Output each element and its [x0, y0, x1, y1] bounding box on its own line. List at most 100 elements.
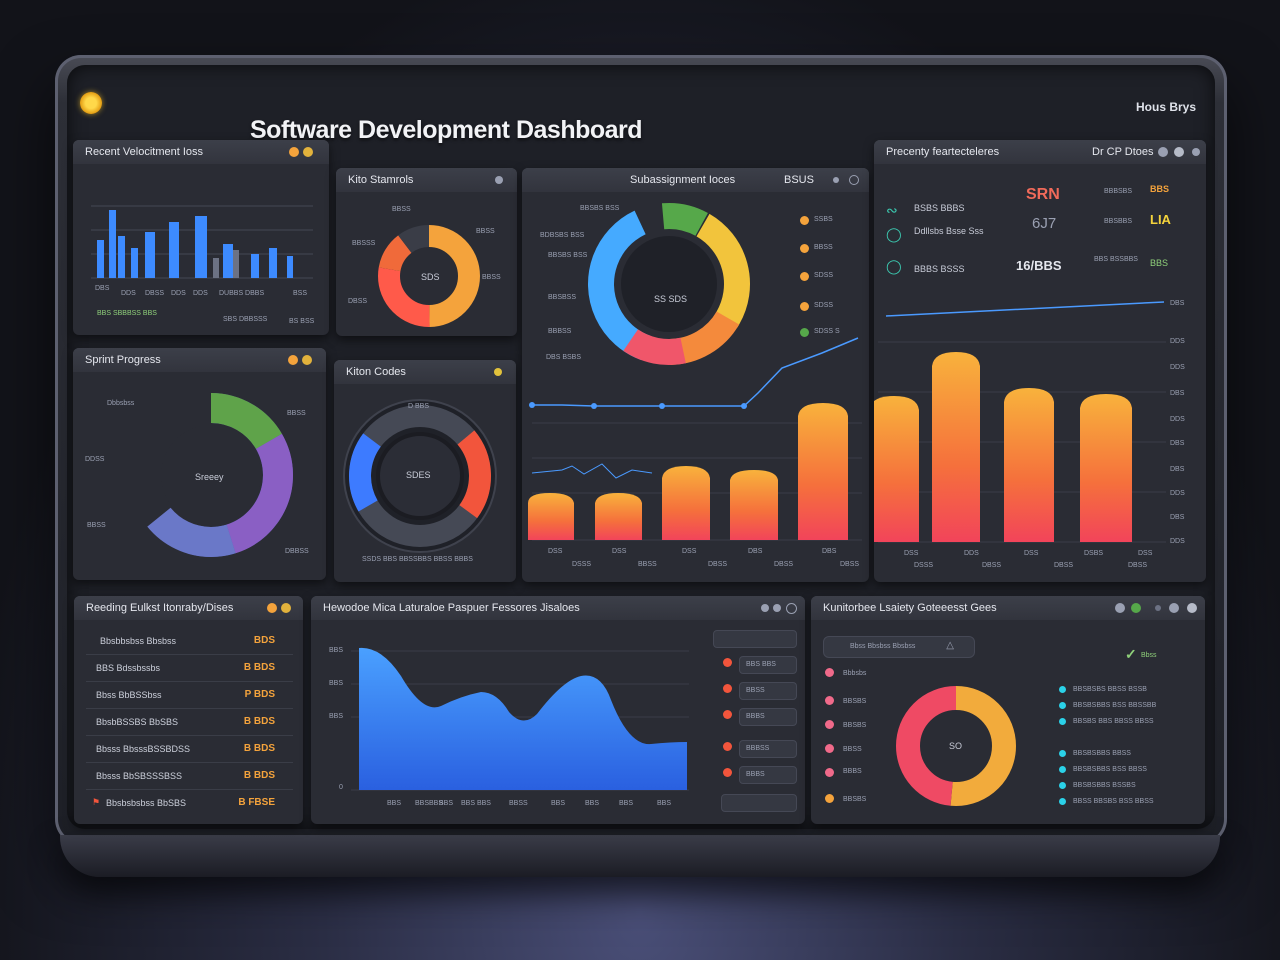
legend-item: BBSS: [814, 244, 833, 251]
settings-icon[interactable]: [1169, 603, 1179, 613]
globe-icon[interactable]: [1115, 603, 1125, 613]
side-label: BBBSBS: [1104, 188, 1133, 195]
workflow-donut-chart: [896, 686, 1016, 806]
more-icon[interactable]: [833, 177, 839, 183]
user-icon[interactable]: [1187, 603, 1197, 613]
list-item-label: BBBS: [843, 768, 862, 775]
list-item[interactable]: BBSS: [739, 682, 797, 700]
list-item[interactable]: BBBSS: [739, 740, 797, 758]
panel-title: Kito Stamrols: [348, 174, 414, 186]
list-item[interactable]: ⚑ Bbsbsbsbss BbSBS B FBSE: [86, 790, 293, 816]
list-item[interactable]: BBBS: [739, 766, 797, 784]
settings-icon[interactable]: [267, 603, 277, 613]
list-item[interactable]: BBBS: [739, 708, 797, 726]
list-item[interactable]: BBS BBS: [739, 656, 797, 674]
panel-title: Sprint Progress: [85, 354, 161, 366]
footer-label: SSDS BBS BBSSBBS BBSS BBBS: [362, 556, 473, 563]
legend-dot: [1059, 798, 1066, 805]
window-icon[interactable]: [761, 604, 769, 612]
donut-label: BDBSBS BSS: [540, 232, 585, 239]
menu-icon[interactable]: [281, 603, 291, 613]
list-item-label: BbsbBSSBS BbSBS: [96, 717, 179, 727]
tool-icon[interactable]: [1155, 605, 1161, 611]
header-actions[interactable]: Dr CP Dtoes: [1092, 146, 1154, 158]
list-item-label: Bbsbsbsbss BbSBS: [106, 798, 187, 808]
list-item[interactable]: BBS Bdssbssbs B BDS: [86, 655, 293, 682]
item-bullet: [723, 684, 732, 693]
more-icon[interactable]: [495, 176, 503, 184]
axis-label: DBS: [822, 548, 837, 555]
list-item-label: Bbss BbBSSbss: [96, 690, 162, 700]
legend-item: BBSBSBBS BSSBS: [1073, 782, 1136, 789]
radial-center-label: SDES: [406, 470, 431, 480]
features-bar-chart: [874, 301, 1166, 543]
panel-features-area: Hewodoe Mica Laturaloe Paspuer Fessores …: [311, 596, 805, 824]
action-pill[interactable]: [721, 794, 797, 812]
legend-dot: [1059, 782, 1066, 789]
clock-icon[interactable]: [849, 175, 859, 185]
list-item[interactable]: Bbsss BbSBSSSBSS B BDS: [86, 763, 293, 790]
settings-icon[interactable]: [1192, 148, 1200, 156]
window-icon[interactable]: [773, 604, 781, 612]
donut-label: BBSS: [287, 410, 306, 417]
status-icon[interactable]: [1131, 603, 1141, 613]
user-name[interactable]: Hous Brys: [1136, 100, 1197, 114]
filter-pill[interactable]: [713, 630, 797, 648]
feature-value: 6J7: [1032, 215, 1057, 232]
side-value: BBS: [1150, 184, 1170, 194]
axis-label: DBS: [748, 548, 763, 555]
axis-sublabel: DBSS: [982, 562, 1002, 569]
close-icon[interactable]: [786, 603, 797, 614]
axis-sublabel: DBSS: [1128, 562, 1148, 569]
axis-label: BBS: [619, 800, 634, 807]
list-item[interactable]: BbsbBSSBS BbSBS B BDS: [86, 709, 293, 736]
axis-label: BBSBBS: [415, 800, 444, 807]
user-icon[interactable]: [1174, 147, 1184, 157]
axis-label: BBS: [329, 713, 344, 720]
legend-dot: [1059, 718, 1066, 725]
axis-label: DBS: [1170, 466, 1185, 473]
settings-icon[interactable]: [288, 355, 298, 365]
axis-label: BBS: [329, 647, 344, 654]
axis-label: DBS: [1170, 440, 1185, 447]
item-bullet: [825, 744, 834, 753]
list-item-label: BBSS: [746, 687, 765, 694]
legend-dot: [1059, 766, 1066, 773]
donut-label: BBSSS: [352, 240, 376, 247]
axis-sublabel: DSSS: [914, 562, 934, 569]
legend-dot: [1059, 702, 1066, 709]
search-input[interactable]: Bbss Bbsbss Bbsbss △: [823, 636, 975, 658]
panel-header: Hewodoe Mica Laturaloe Paspuer Fessores …: [311, 596, 805, 620]
legend-dot: [1059, 750, 1066, 757]
panel-title: Kiton Codes: [346, 366, 406, 378]
list-item[interactable]: Bbss BbBSSbss P BDS: [86, 682, 293, 709]
status-icon[interactable]: [494, 368, 502, 376]
feature-label: BSBS BBBS: [914, 203, 965, 213]
axis-label: DUBBS DBBS: [219, 290, 265, 297]
axis-sublabel: DBSS: [840, 561, 860, 568]
list-item-label: Bbsbbsbss Bbsbss: [100, 636, 177, 646]
donut-center-label: SDS: [421, 272, 440, 282]
donut-label: BBSBS BSS: [580, 205, 620, 212]
menu-icon[interactable]: [303, 147, 313, 157]
donut-center-label: Sreeey: [195, 472, 224, 482]
panel-feature-table: Reeding Eulkst Itonraby/Dises Bbsbbsbss …: [74, 596, 303, 824]
app-logo-icon[interactable]: [80, 92, 102, 114]
panel-title: Subassignment Ioces: [630, 174, 736, 186]
list-item-label: Bbsss BbSBSSSBSS: [96, 771, 183, 781]
legend-item: SSBS: [814, 216, 833, 223]
subassignment-donut-chart: [528, 203, 862, 541]
settings-icon[interactable]: [289, 147, 299, 157]
sprint-donut-chart: [129, 393, 293, 557]
panel-header: Recent Velocitment Ioss: [73, 140, 329, 164]
list-item-value: B BDS: [243, 743, 275, 754]
donut-center-label: SO: [949, 741, 963, 751]
axis-label: BSS: [293, 290, 308, 297]
menu-icon[interactable]: [302, 355, 312, 365]
axis-label: DSS: [612, 548, 627, 555]
donut-label: BBSBSS: [548, 294, 577, 301]
list-item[interactable]: Bbsss BbsssBSSBDSS B BDS: [86, 736, 293, 763]
list-item[interactable]: Bbsbbsbss Bbsbss BDS: [86, 628, 293, 655]
axis-label: DDS: [964, 550, 979, 557]
globe-icon[interactable]: [1158, 147, 1168, 157]
